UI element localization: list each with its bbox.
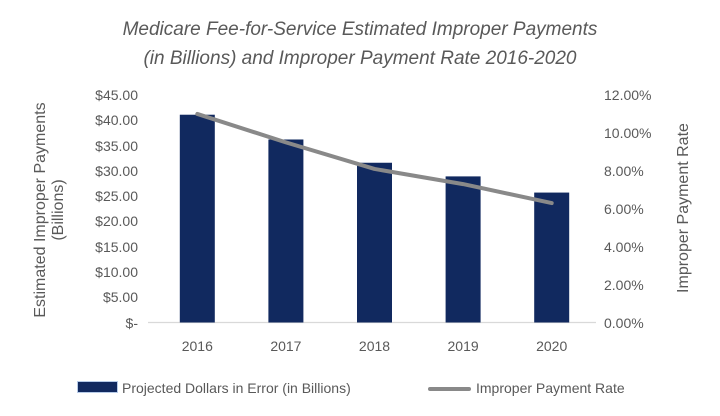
right-axis-tick-0: 12.00%: [604, 87, 652, 103]
right-axis-tick-6: 0.00%: [604, 314, 644, 331]
bar-2017: [268, 139, 304, 323]
legend-bar-swatch: [77, 381, 118, 393]
left-axis-tick-2: $35.00: [95, 137, 138, 154]
x-axis-label-2020: 2020: [536, 338, 568, 354]
left-axis-tick-6: $15.00: [95, 238, 138, 255]
left-axis-tick-8: $5.00: [102, 289, 138, 306]
right-axis-tick-1: 10.00%: [604, 124, 652, 141]
left-axis-tick-3: $30.00: [95, 162, 138, 179]
left-axis-tick-9: $-: [125, 314, 138, 331]
chart-title: Medicare Fee-for-Service Estimated Impro…: [10, 15, 710, 73]
improper-payment-rate-line: [195, 111, 554, 206]
right-axis-tick-5: 2.00%: [604, 276, 644, 293]
left-axis-tick-7: $10.00: [95, 263, 138, 280]
bar-2016: [179, 114, 215, 323]
x-axis-label-2017: 2017: [270, 338, 302, 354]
right-axis-tick-3: 6.00%: [604, 200, 644, 217]
legend-line-label: Improper Payment Rate: [476, 380, 625, 396]
chart-title-line2: (in Billions) and Improper Payment Rate …: [143, 48, 577, 69]
bar-2020: [534, 192, 570, 323]
bar-2019: [445, 176, 481, 323]
chart-title-line1: Medicare Fee-for-Service Estimated Impro…: [122, 19, 598, 40]
legend-line-swatch: [428, 387, 471, 391]
left-axis-tick-0: $45.00: [95, 87, 138, 103]
x-axis-label-2016: 2016: [181, 338, 213, 354]
bar-2018: [357, 162, 392, 323]
left-axis-tick-5: $20.00: [95, 213, 138, 230]
right-axis-tick-2: 8.00%: [604, 162, 644, 179]
legend-bar-label: Projected Dollars in Error (in Billions): [122, 380, 351, 396]
right-axis-tick-4: 4.00%: [604, 238, 644, 255]
x-axis-label-2018: 2018: [358, 338, 391, 354]
left-axis-tick-4: $25.00: [95, 188, 138, 205]
x-axis-label-2019: 2019: [447, 338, 479, 354]
left-axis-tick-1: $40.00: [95, 112, 138, 129]
